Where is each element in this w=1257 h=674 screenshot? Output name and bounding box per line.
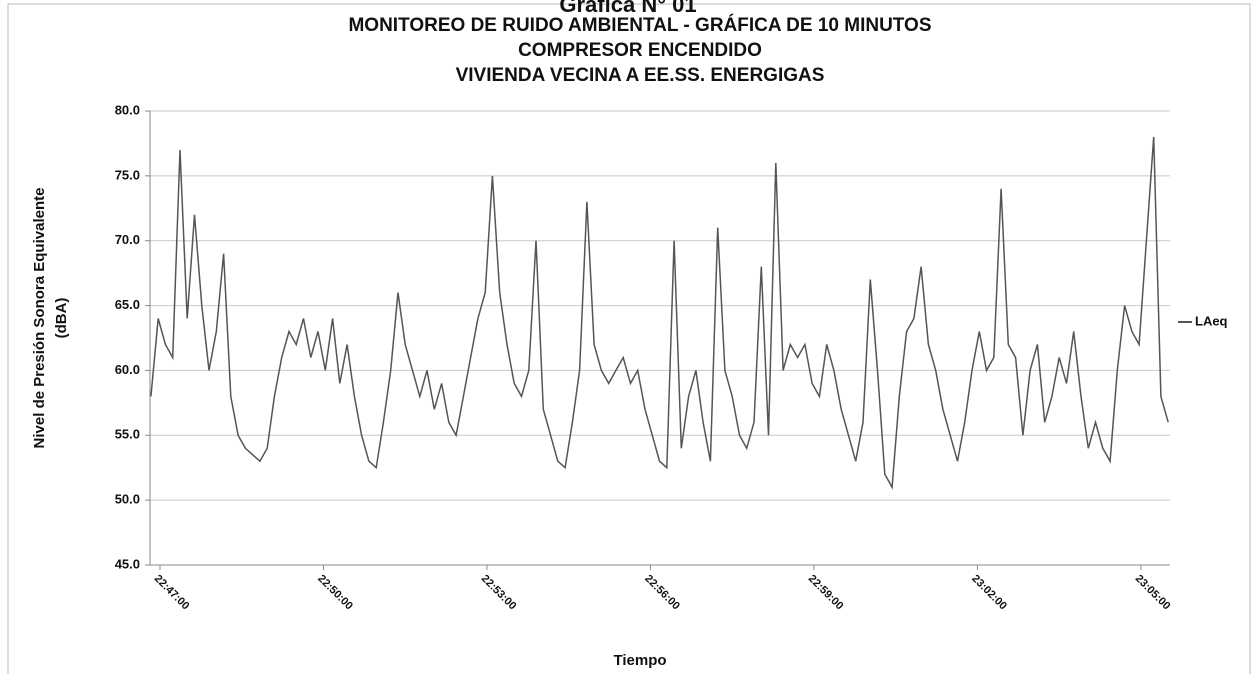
y-tick-label: 45.0 [115,556,140,571]
x-tick-label: 22:53:00 [479,573,519,613]
data-line [150,136,1169,490]
x-tick-label: 22:59:00 [806,573,846,613]
chart-title: MONITOREO DE RUIDO AMBIENTAL - GRÁFICA D… [348,14,931,36]
x-axis-label: Tiempo [613,652,666,669]
chart-title: COMPRESOR ENCENDIDO [518,40,762,61]
x-tick-label: 23:05:00 [1133,573,1173,613]
y-tick-label: 70.0 [115,232,140,247]
y-tick-label: 60.0 [115,362,140,377]
y-tick-label: 75.0 [115,167,140,182]
x-tick-label: 22:47:00 [152,573,192,613]
chart-heading: Gráfica N° 01 [559,0,696,17]
y-axis-label: (dBA) [53,298,70,339]
x-tick-label: 22:56:00 [642,573,682,613]
y-tick-label: 50.0 [115,492,140,507]
y-tick-label: 55.0 [115,427,140,442]
y-tick-label: 80.0 [115,102,140,117]
chart-title: VIVIENDA VECINA A EE.SS. ENERGIGAS [456,65,825,86]
y-axis-label: Nivel de Presión Sonora Equivalente [31,188,48,449]
legend-label: LAeq [1195,313,1228,328]
x-tick-label: 22:50:00 [315,573,355,613]
x-tick-label: 23:02:00 [969,573,1009,613]
y-tick-label: 65.0 [115,297,140,312]
chart-frame [7,3,1251,674]
